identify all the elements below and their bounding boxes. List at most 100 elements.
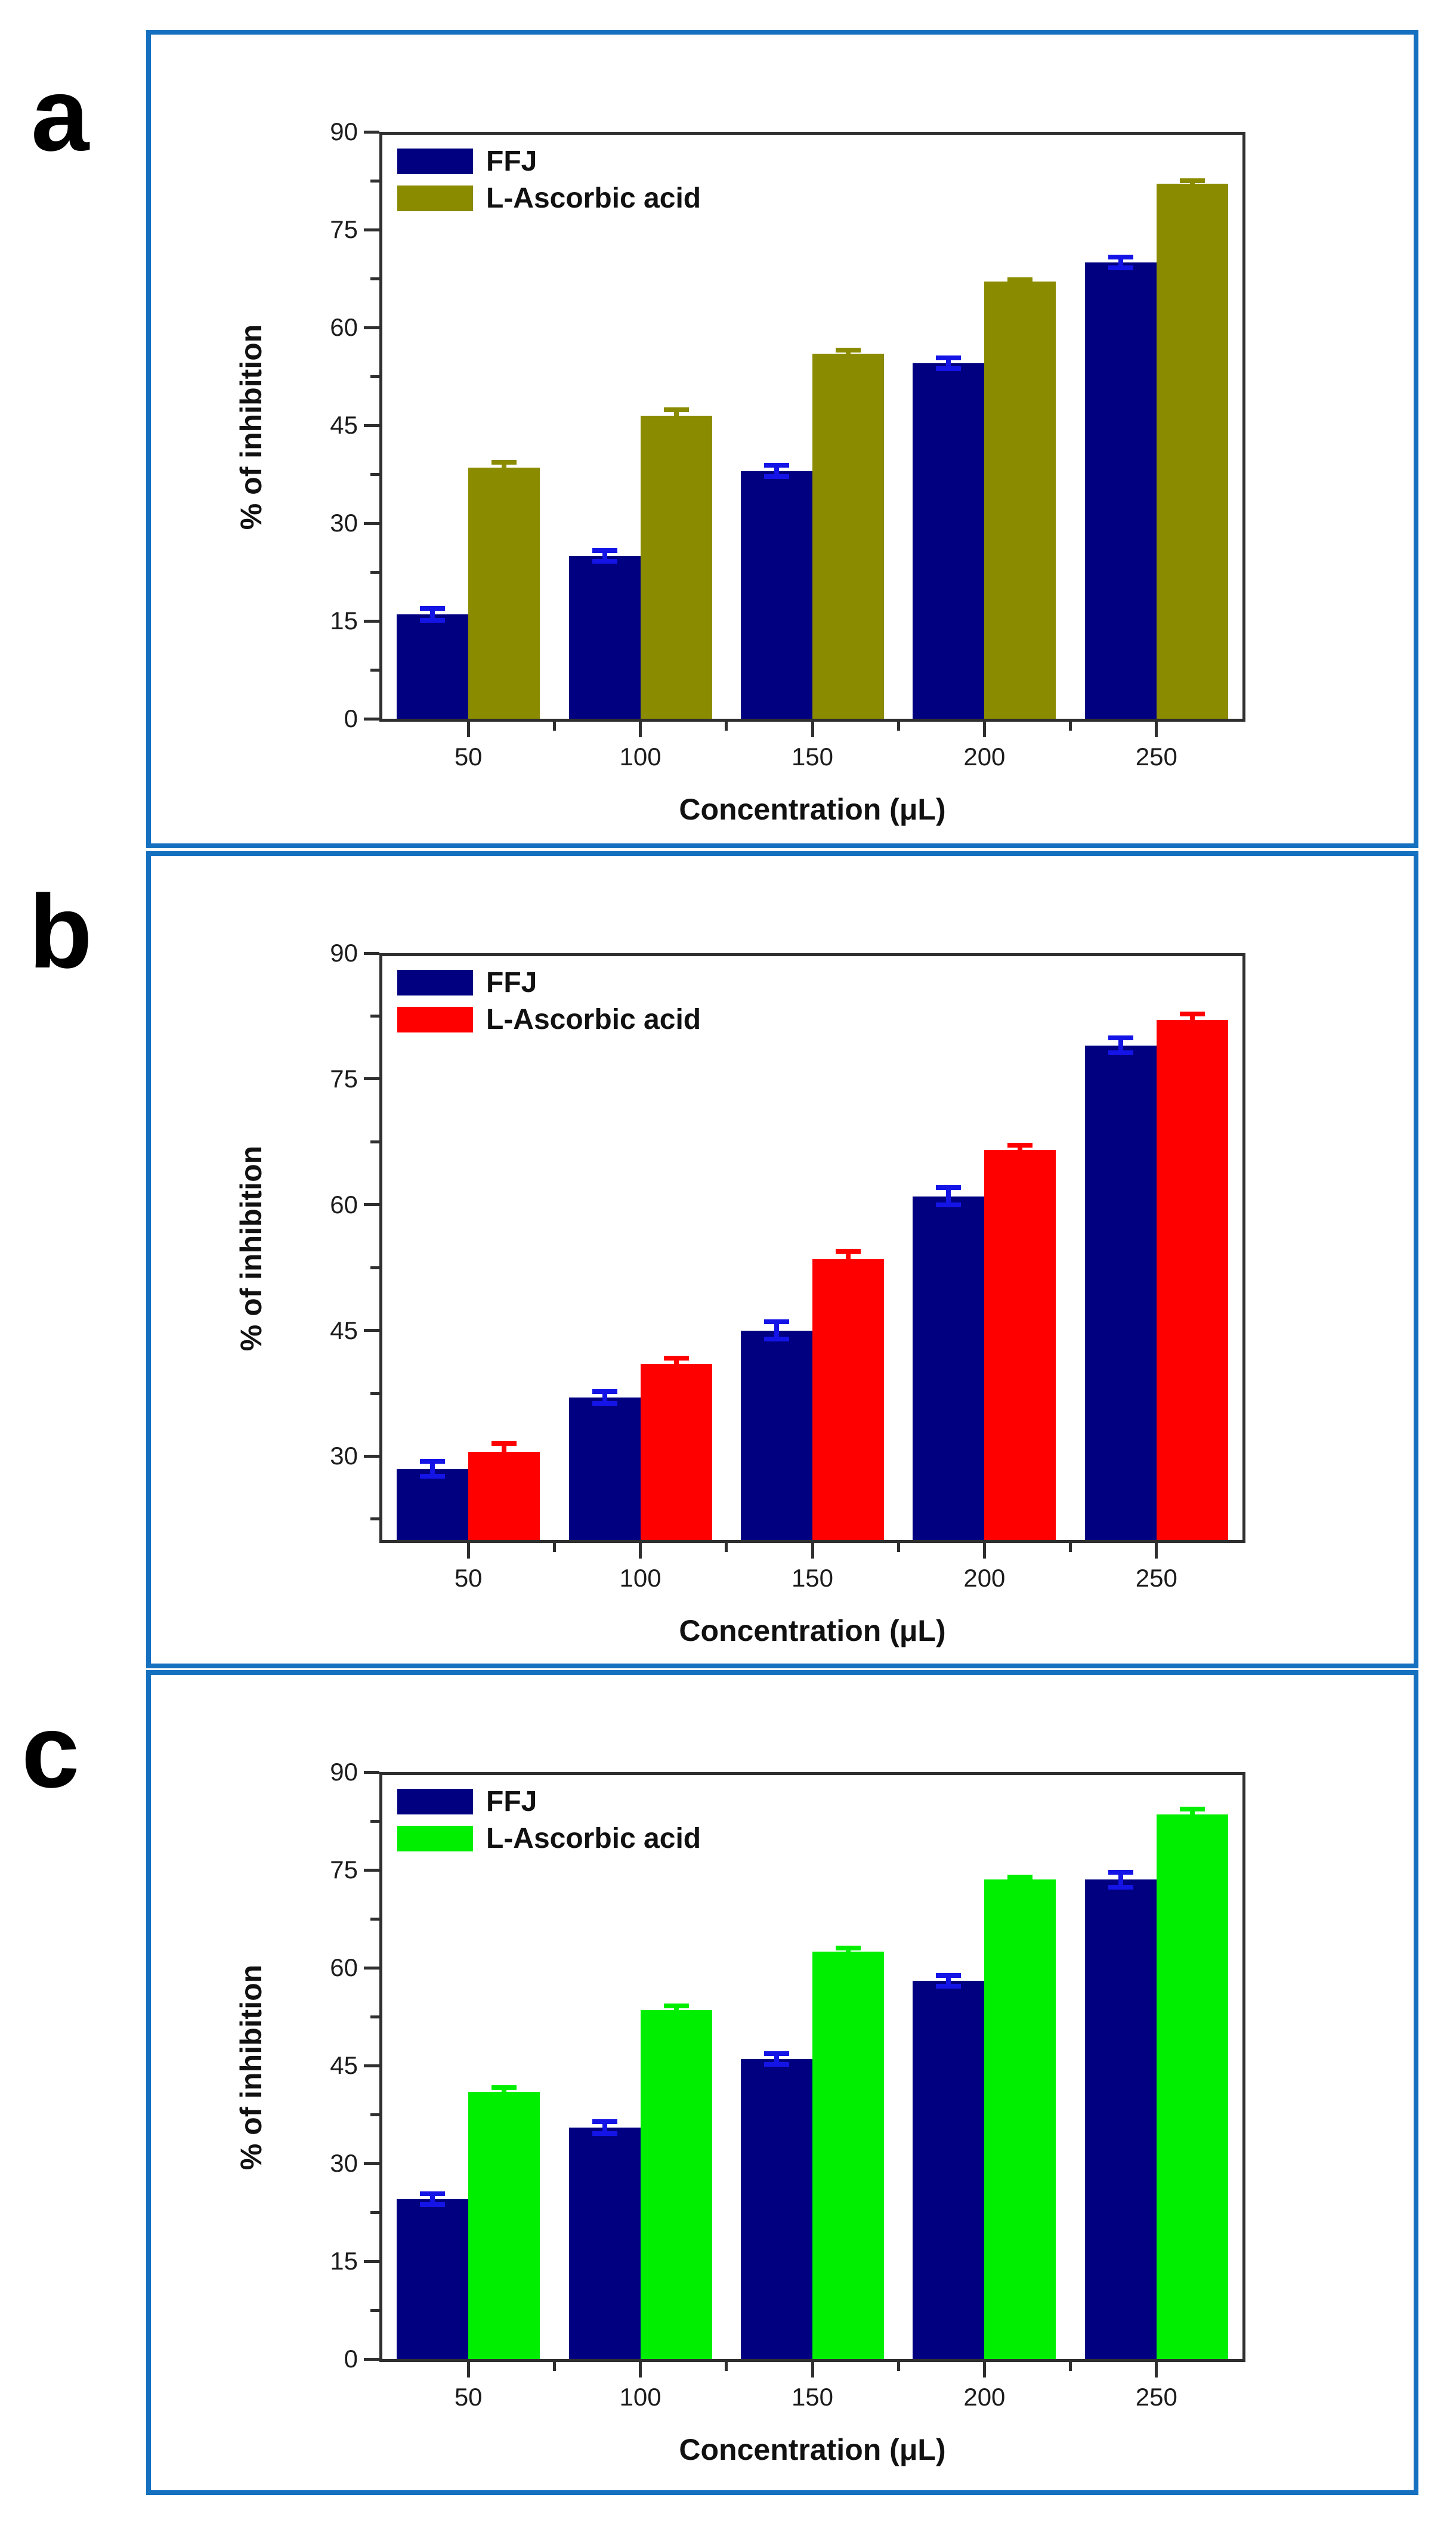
error-bar-cap-top-ffj-50 [420, 2191, 446, 2196]
bar-ffj-150 [741, 2059, 812, 2359]
error-bar-cap-bottom-ffj-150 [764, 1336, 789, 1341]
error-bar-cap-bottom-l-ascorbic-acid-250 [1179, 185, 1205, 190]
bar-l-ascorbic-acid-250 [1156, 184, 1228, 719]
y-minor-tick [370, 2210, 379, 2214]
error-bar-cap-bottom-ffj-100 [592, 2131, 617, 2137]
error-bar-cap-top-ffj-100 [592, 548, 617, 553]
legend-item-ffj: FFJ [397, 1788, 701, 1816]
legend-label-l-ascorbic-acid: L-Ascorbic acid [486, 1823, 701, 1854]
y-major-tick [364, 717, 379, 721]
x-major-tick [1155, 2362, 1158, 2377]
error-bar-stem-ffj-200 [946, 1185, 951, 1207]
error-bar-cap-bottom-l-ascorbic-acid-100 [663, 418, 689, 423]
error-bar-cap-top-l-ascorbic-acid-250 [1179, 1012, 1205, 1017]
legend-swatch-l-ascorbic-acid [397, 185, 473, 211]
error-bar-cap-top-ffj-200 [936, 1185, 962, 1191]
error-bar-stem-ffj-150 [774, 1319, 779, 1341]
error-bar-cap-bottom-ffj-200 [936, 1202, 962, 1207]
y-tick-label: 75 [330, 215, 358, 243]
y-major-tick [364, 2064, 379, 2067]
bar-ffj-150 [741, 471, 812, 719]
y-major-tick [364, 1966, 379, 1970]
plot-frame [379, 132, 1245, 722]
x-minor-tick [725, 2362, 728, 2371]
bar-ffj-50 [397, 1468, 469, 1540]
y-minor-tick [370, 375, 379, 378]
error-bar-cap-top-l-ascorbic-acid-50 [491, 2085, 517, 2090]
error-bar-stem-l-ascorbic-acid-50 [502, 459, 507, 476]
bar-ffj-250 [1084, 1045, 1157, 1540]
error-bar-cap-top-l-ascorbic-acid-100 [663, 1355, 689, 1361]
x-major-tick [982, 2362, 986, 2377]
y-minor-tick [370, 1392, 379, 1395]
bar-ffj-50 [397, 2199, 469, 2359]
error-bar-cap-top-l-ascorbic-acid-250 [1179, 178, 1205, 183]
bar-ffj-100 [568, 555, 641, 719]
error-bar-cap-bottom-ffj-100 [592, 558, 617, 564]
error-bar-stem-ffj-50 [430, 2191, 435, 2208]
y-axis-title: % of inhibition [234, 324, 268, 530]
x-axis-title: Concentration (μL) [679, 1614, 946, 1647]
legend-swatch-l-ascorbic-acid [397, 1826, 473, 1851]
error-bar-cap-bottom-ffj-250 [1108, 265, 1133, 270]
error-bar-cap-top-l-ascorbic-acid-150 [836, 1249, 861, 1254]
x-tick-label: 100 [619, 1564, 661, 1592]
bar-l-ascorbic-acid-50 [468, 2091, 540, 2359]
y-major-tick [364, 2162, 379, 2165]
x-tick-label: 50 [454, 2383, 483, 2411]
legend-item-l-ascorbic-acid: L-Ascorbic acid [397, 184, 701, 213]
error-bar-cap-top-l-ascorbic-acid-50 [491, 1441, 517, 1446]
x-minor-tick [552, 1543, 556, 1552]
legend-item-ffj: FFJ [397, 147, 701, 176]
error-bar-cap-bottom-l-ascorbic-acid-100 [663, 1367, 689, 1372]
error-bar-cap-top-ffj-200 [936, 1973, 962, 1978]
error-bar-stem-l-ascorbic-acid-200 [1018, 1874, 1023, 1885]
legend-swatch-ffj [397, 1789, 473, 1814]
error-bar-cap-top-ffj-50 [420, 1458, 446, 1464]
error-bar-cap-bottom-l-ascorbic-acid-200 [1007, 1152, 1033, 1158]
error-bar-stem-ffj-200 [946, 355, 951, 372]
bar-l-ascorbic-acid-150 [812, 1259, 884, 1540]
y-minor-tick [370, 1517, 379, 1521]
x-minor-tick [725, 722, 728, 731]
y-minor-tick [370, 1917, 379, 1921]
y-major-tick [364, 2259, 379, 2263]
error-bar-stem-l-ascorbic-acid-50 [502, 2085, 507, 2098]
x-tick-label: 150 [791, 743, 834, 771]
panel-letter-b: b [29, 874, 92, 990]
error-bar-cap-top-l-ascorbic-acid-100 [663, 407, 689, 413]
x-axis-title: Concentration (μL) [679, 793, 946, 826]
x-tick-label: 50 [454, 1564, 483, 1592]
panel-c: 0 15 30 45 60 75 90 50 100 150 200 250 FFJ L-Ascorbic… [146, 1670, 1418, 2495]
bar-l-ascorbic-acid-50 [468, 468, 540, 719]
y-major-tick [364, 619, 379, 623]
y-tick-label: 0 [344, 2345, 358, 2373]
x-major-tick [466, 1543, 470, 1559]
x-minor-tick [897, 2362, 900, 2371]
y-major-tick [364, 1868, 379, 1872]
y-tick-label: 30 [330, 509, 358, 537]
legend: FFJ L-Ascorbic acid [397, 1788, 701, 1863]
y-tick-label: 90 [330, 118, 358, 146]
x-tick-label: 250 [1135, 1564, 1177, 1592]
error-bar-stem-ffj-250 [1118, 1035, 1123, 1056]
y-major-tick [364, 2357, 379, 2361]
bar-ffj-200 [913, 1980, 985, 2359]
error-bar-cap-top-l-ascorbic-acid-200 [1007, 277, 1033, 282]
bar-l-ascorbic-acid-100 [640, 1364, 712, 1540]
x-minor-tick [1069, 722, 1072, 731]
bar-l-ascorbic-acid-250 [1156, 1020, 1228, 1540]
bar-ffj-50 [397, 614, 469, 719]
chart-c: 0 15 30 45 60 75 90 50 100 150 200 250 FFJ L-Ascorbic… [151, 1675, 1414, 2490]
error-bar-stem-l-ascorbic-acid-150 [846, 1249, 851, 1269]
y-minor-tick [370, 179, 379, 183]
bar-ffj-250 [1084, 262, 1157, 719]
x-major-tick [1155, 1543, 1158, 1559]
panel-letter-c: c [21, 1693, 80, 1810]
chart-b: 30 45 60 75 90 50 100 150 200 250 FFJ L-Ascorbic ac… [151, 856, 1414, 1664]
error-bar-cap-bottom-l-ascorbic-acid-100 [663, 2012, 689, 2017]
error-bar-stem-ffj-50 [430, 605, 435, 623]
x-minor-tick [552, 722, 556, 731]
x-tick-label: 150 [791, 1564, 834, 1592]
error-bar-stem-ffj-250 [1118, 1870, 1123, 1890]
